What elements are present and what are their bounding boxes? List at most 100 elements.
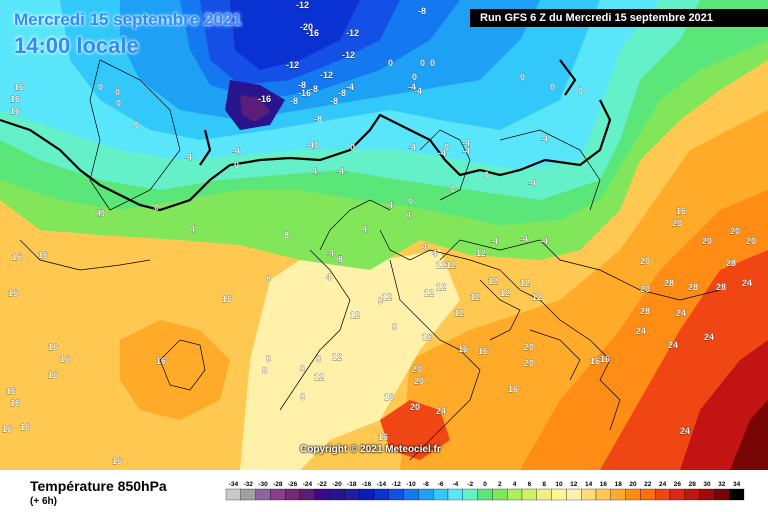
isotherm-value-label: 0 xyxy=(484,170,489,180)
isotherm-value-label: 4 xyxy=(388,200,393,210)
legend-swatch xyxy=(314,488,330,501)
lead-time: (+ 6h) xyxy=(30,496,57,507)
legend-swatch xyxy=(581,488,597,501)
isotherm-value-label: 24 xyxy=(636,326,646,336)
isotherm-value-label: 8 xyxy=(284,230,289,240)
legend-swatch xyxy=(625,488,641,501)
legend-tick-label: 20 xyxy=(629,481,637,488)
isotherm-value-label: 16 xyxy=(2,424,12,434)
legend-tick-label: -2 xyxy=(467,481,473,488)
legend-tick-label: -10 xyxy=(406,481,416,488)
isotherm-value-label: -12 xyxy=(342,50,355,60)
isotherm-value-label: 20 xyxy=(640,256,650,266)
isotherm-value-label: -8 xyxy=(310,84,318,94)
legend-swatch xyxy=(669,488,685,501)
legend-tick-label: 16 xyxy=(600,481,608,488)
isotherm-value-label: -4 xyxy=(346,82,354,92)
isotherm-value-label: 16 xyxy=(20,422,30,432)
legend-swatch xyxy=(551,488,567,501)
isotherm-value-label: 16 xyxy=(508,384,518,394)
isotherm-value-label: -4 xyxy=(462,146,470,156)
isotherm-value-label: -4 xyxy=(232,146,240,156)
legend-swatch xyxy=(595,488,611,501)
isotherm-value-label: 12 xyxy=(382,292,392,302)
isotherm-value-label: 12 xyxy=(520,278,530,288)
isotherm-value-label: 12 xyxy=(314,372,324,382)
isotherm-value-label: 28 xyxy=(688,282,698,292)
isotherm-value-label: 16 xyxy=(14,82,24,92)
isotherm-value-label: -8 xyxy=(338,88,346,98)
isotherm-value-label: -4 xyxy=(540,134,548,144)
isotherm-value-label: 20 xyxy=(412,364,422,374)
legend-tick-label: -26 xyxy=(288,481,298,488)
isotherm-value-label: 0 xyxy=(430,58,435,68)
legend-swatch xyxy=(329,488,345,501)
isotherm-value-label: 12 xyxy=(436,260,446,270)
isotherm-value-label: 20 xyxy=(746,236,756,246)
isotherm-value-label: -8 xyxy=(330,96,338,106)
legend-swatch xyxy=(566,488,582,501)
legend-tick-label: 32 xyxy=(718,481,726,488)
legend-swatch xyxy=(640,488,656,501)
legend-swatch xyxy=(447,488,463,501)
legend-tick-label: 24 xyxy=(659,481,667,488)
isotherm-value-label: 0 xyxy=(444,142,449,152)
isotherm-value-label: 0 xyxy=(100,208,105,218)
legend-swatch xyxy=(714,488,730,501)
isotherm-value-label: 16 xyxy=(10,398,20,408)
isotherm-value-label: 24 xyxy=(436,406,446,416)
isotherm-value-label: 16 xyxy=(10,106,20,116)
isotherm-value-label: 0 xyxy=(412,72,417,82)
isotherm-value-label: 8 xyxy=(266,274,271,284)
legend-swatch xyxy=(270,488,286,501)
isotherm-value-label: -12 xyxy=(286,60,299,70)
isotherm-value-label: 20 xyxy=(702,236,712,246)
legend-tick-label: -32 xyxy=(243,481,253,488)
isotherm-value-label: 0 xyxy=(350,142,355,152)
isotherm-value-label: 8 xyxy=(300,364,305,374)
isotherm-value-label: -8 xyxy=(418,6,426,16)
isotherm-value-label: -4 xyxy=(438,148,446,158)
legend-swatch xyxy=(477,488,493,501)
isotherm-value-label: 16 xyxy=(422,332,432,342)
legend-tick-label: 6 xyxy=(528,481,532,488)
isotherm-value-label: 16 xyxy=(48,370,58,380)
isotherm-value-label: 20 xyxy=(524,342,534,352)
isotherm-value-label: 12 xyxy=(454,308,464,318)
legend-swatch xyxy=(418,488,434,501)
copyright-notice: Copyright © 2021 Meteociel.fr xyxy=(300,444,441,455)
legend-swatch xyxy=(344,488,360,501)
legend-swatch xyxy=(507,488,523,501)
legend-swatch xyxy=(699,488,715,501)
isotherm-value-label: 12 xyxy=(500,288,510,298)
legend-swatch xyxy=(433,488,449,501)
isotherm-value-label: 0 xyxy=(420,58,425,68)
legend-tick-label: 26 xyxy=(674,481,682,488)
forecast-local-time: 14:00 locale xyxy=(14,33,139,58)
isotherm-value-label: 8 xyxy=(392,322,397,332)
isotherm-value-label: 28 xyxy=(640,306,650,316)
isotherm-value-label: 24 xyxy=(676,308,686,318)
isotherm-value-label: 4 xyxy=(312,166,317,176)
isotherm-value-label: 4 xyxy=(406,210,411,220)
isotherm-value-label: 0 xyxy=(98,82,103,92)
temperature-map: -12-20-16 -12-12-12-8-12-16 -8-8-16-4-8-4-… xyxy=(0,0,768,470)
isotherm-value-label: -12 xyxy=(346,28,359,38)
legend-tick-label: -30 xyxy=(258,481,268,488)
legend-tick-label: 4 xyxy=(513,481,517,488)
isotherm-value-label: 16 xyxy=(222,294,232,304)
isotherm-value-label: 4 xyxy=(432,248,437,258)
variable-title: Température 850hPa xyxy=(30,478,167,494)
isotherm-value-label: 16 xyxy=(8,288,18,298)
isotherm-value-label: 8 xyxy=(266,354,271,364)
isotherm-value-label: 4 xyxy=(336,254,341,264)
isotherm-value-label: 12 xyxy=(488,276,498,286)
isotherm-value-label: 12 xyxy=(532,292,542,302)
legend-swatch xyxy=(373,488,389,501)
legend-tick-label: -14 xyxy=(377,481,387,488)
legend-swatch xyxy=(492,488,508,501)
isotherm-value-label: 20 xyxy=(672,218,682,228)
legend-swatch xyxy=(462,488,478,501)
legend-tick-label: 0 xyxy=(483,481,487,488)
